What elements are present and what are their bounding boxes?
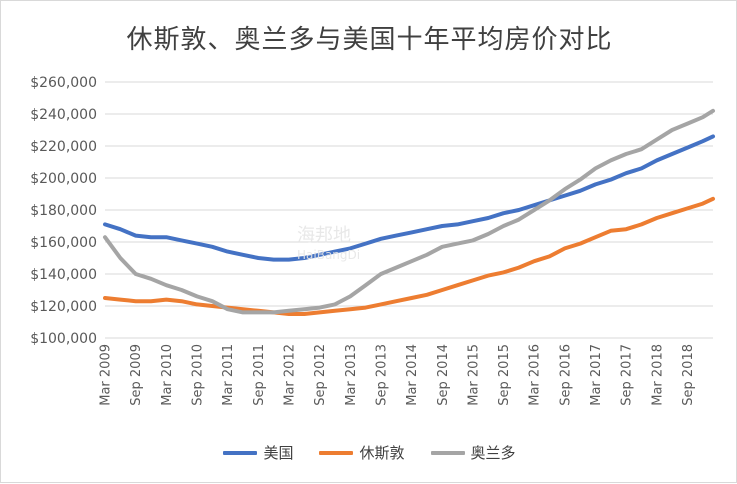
series-line-2: [103, 108, 715, 315]
watermark-text: 海邦地: [297, 225, 351, 246]
x-tick-label: Sep 2011: [252, 344, 267, 406]
y-tick-label: $100,000: [30, 331, 97, 347]
y-tick-label: $160,000: [30, 235, 97, 251]
x-tick-label: Mar 2010: [160, 344, 175, 406]
legend-swatch: [430, 450, 465, 455]
legend-label: 美国: [263, 444, 294, 462]
legend-label: 休斯敦: [359, 444, 405, 462]
x-tick-label: Sep 2013: [374, 344, 389, 406]
y-tick-label: $140,000: [30, 267, 97, 283]
y-tick-label: $220,000: [30, 139, 97, 155]
chart-title: 休斯敦、奥兰多与美国十年平均房价对比: [126, 25, 613, 55]
legend-item-2: 奥兰多: [430, 442, 516, 463]
x-tick-label: Mar 2009: [99, 344, 114, 406]
legend-item-1: 休斯敦: [319, 442, 405, 463]
x-tick-label: Sep 2015: [497, 344, 512, 406]
y-tick-label: $260,000: [30, 75, 97, 91]
series-line-0: [103, 134, 715, 262]
legend-swatch: [223, 450, 258, 455]
series-line-1: [103, 196, 715, 316]
y-tick-label: $240,000: [30, 107, 97, 123]
x-tick-label: Mar 2016: [528, 344, 543, 406]
x-tick-label: Mar 2015: [466, 344, 481, 406]
x-tick-label: Sep 2009: [129, 344, 144, 406]
legend-label: 奥兰多: [470, 444, 516, 462]
y-tick-label: $120,000: [30, 299, 97, 315]
x-tick-label: Mar 2018: [650, 344, 665, 406]
x-tick-label: Mar 2014: [405, 344, 420, 406]
x-tick-label: Sep 2018: [681, 344, 696, 406]
x-tick-label: Mar 2013: [344, 344, 359, 406]
x-tick-label: Sep 2014: [436, 344, 451, 406]
y-tick-label: $200,000: [30, 171, 97, 187]
x-tick-label: Sep 2016: [558, 344, 573, 406]
y-tick-label: $180,000: [30, 203, 97, 219]
legend-item-0: 美国: [223, 442, 293, 463]
x-tick-label: Sep 2017: [620, 344, 635, 406]
x-tick-label: Sep 2010: [191, 344, 206, 406]
watermark-subtext: HaiBangDi: [297, 248, 360, 262]
x-tick-label: Sep 2012: [313, 344, 328, 406]
x-tick-label: Mar 2017: [589, 344, 604, 406]
x-tick-label: Mar 2012: [282, 344, 297, 406]
legend: 美国 休斯敦 奥兰多: [1, 442, 737, 463]
x-tick-label: Mar 2011: [221, 344, 236, 406]
legend-swatch: [319, 450, 354, 455]
